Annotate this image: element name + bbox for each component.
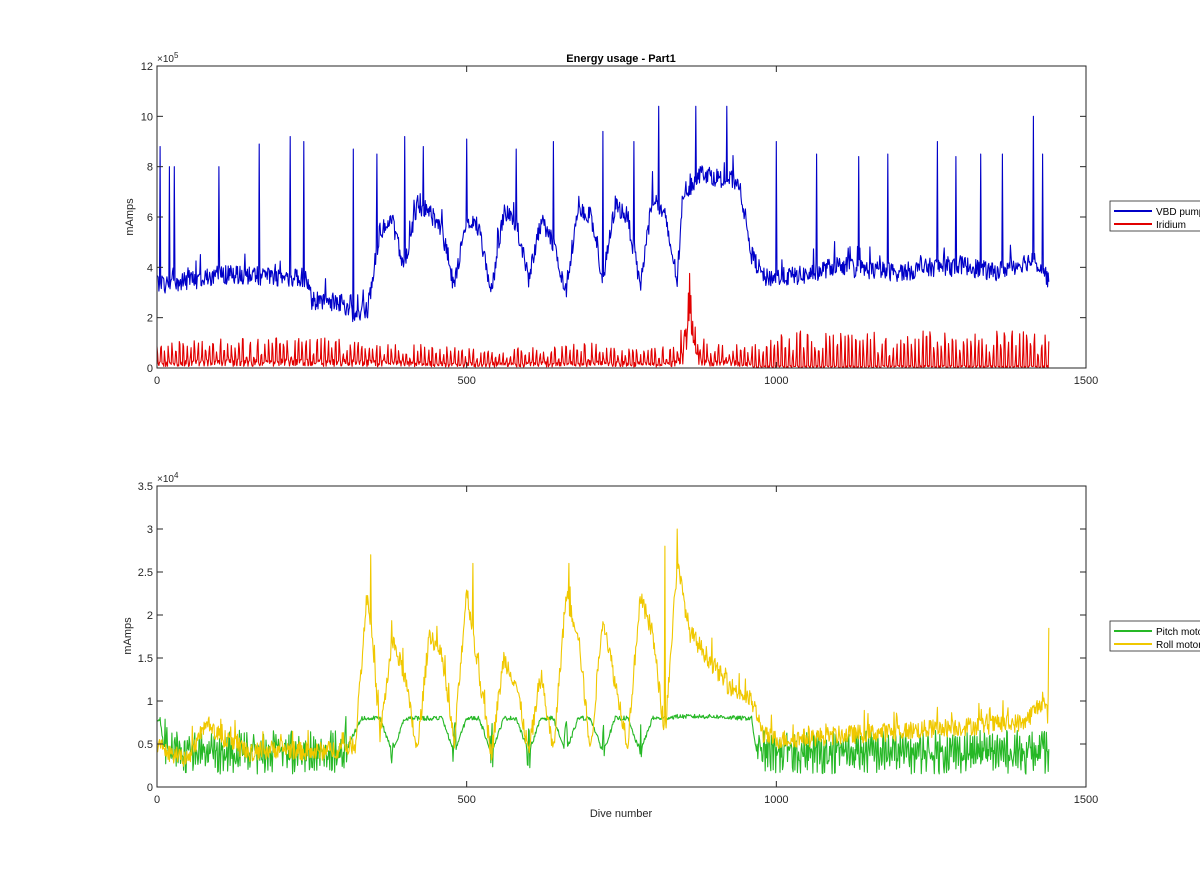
ticks: 0 500 1000 1500 0 2 4 6 8 10 12 [141, 61, 1098, 387]
y-multiplier: ×104 [157, 471, 179, 485]
y-tick-label: 2 [147, 610, 153, 622]
series-group [156, 528, 1050, 775]
y-tick-label: 3 [147, 524, 153, 536]
plot-frame [156, 485, 1087, 788]
y-tick-label: 4 [147, 262, 153, 274]
x-axis-label: Dive number [590, 808, 653, 820]
y-tick-label: 1 [147, 696, 153, 708]
legend-label-vbd-pump: VBD pump [1156, 207, 1200, 218]
bottom-chart: ×104 mAmps Dive number 0 500 1000 1500 0 0.5 1… [122, 471, 1098, 820]
ticks: 0 500 1000 1500 0 0.5 1 1.5 2 2.5 3 3.5 [138, 481, 1099, 806]
y-tick-label: 2 [147, 313, 153, 325]
y-tick-label: 8 [147, 162, 153, 174]
y-tick-label: 0 [147, 782, 153, 794]
series-line-iridium [156, 272, 1050, 369]
top-chart: Energy usage - Part1 ×105 mAmps 0 500 1000… [124, 51, 1098, 387]
legend-label-iridium: Iridium [1156, 220, 1186, 231]
x-tick-label: 1000 [764, 794, 788, 806]
y-tick-label: 1.5 [138, 653, 153, 665]
x-tick-label: 500 [457, 794, 475, 806]
chart-title: Energy usage - Part1 [566, 53, 675, 65]
y-axis-label: mAmps [122, 617, 134, 655]
y-tick-label: 10 [141, 111, 153, 123]
legend-label-pitch-motor: Pitch motor [1156, 627, 1200, 638]
legend-box [1109, 620, 1200, 652]
x-tick-label: 0 [154, 794, 160, 806]
x-tick-label: 1500 [1074, 794, 1098, 806]
series-line-vbd-pump [156, 105, 1050, 323]
x-tick-label: 1000 [764, 375, 788, 387]
y-tick-label: 2.5 [138, 567, 153, 579]
legend-box [1109, 200, 1200, 232]
y-multiplier-base: ×10 [157, 474, 174, 485]
y-tick-label: 0.5 [138, 739, 153, 751]
legend-label-roll-motor: Roll motor [1156, 640, 1200, 651]
y-multiplier: ×105 [157, 51, 179, 65]
series-line-pitch-motor [156, 713, 1050, 775]
y-tick-label: 12 [141, 61, 153, 73]
y-tick-label: 3.5 [138, 481, 153, 493]
bottom-legend[interactable]: Pitch motor Roll motor [1109, 620, 1200, 652]
x-tick-label: 500 [457, 375, 475, 387]
y-tick-label: 0 [147, 363, 153, 375]
y-multiplier-base: ×10 [157, 54, 174, 65]
y-tick-label: 6 [147, 212, 153, 224]
series-line-roll-motor [156, 528, 1050, 767]
y-multiplier-exponent: 5 [174, 51, 179, 60]
series-group [156, 105, 1050, 369]
x-tick-label: 0 [154, 375, 160, 387]
y-multiplier-exponent: 4 [174, 471, 179, 480]
x-tick-label: 1500 [1074, 375, 1098, 387]
y-axis-label: mAmps [124, 198, 136, 236]
top-legend[interactable]: VBD pump Iridium [1109, 200, 1200, 232]
